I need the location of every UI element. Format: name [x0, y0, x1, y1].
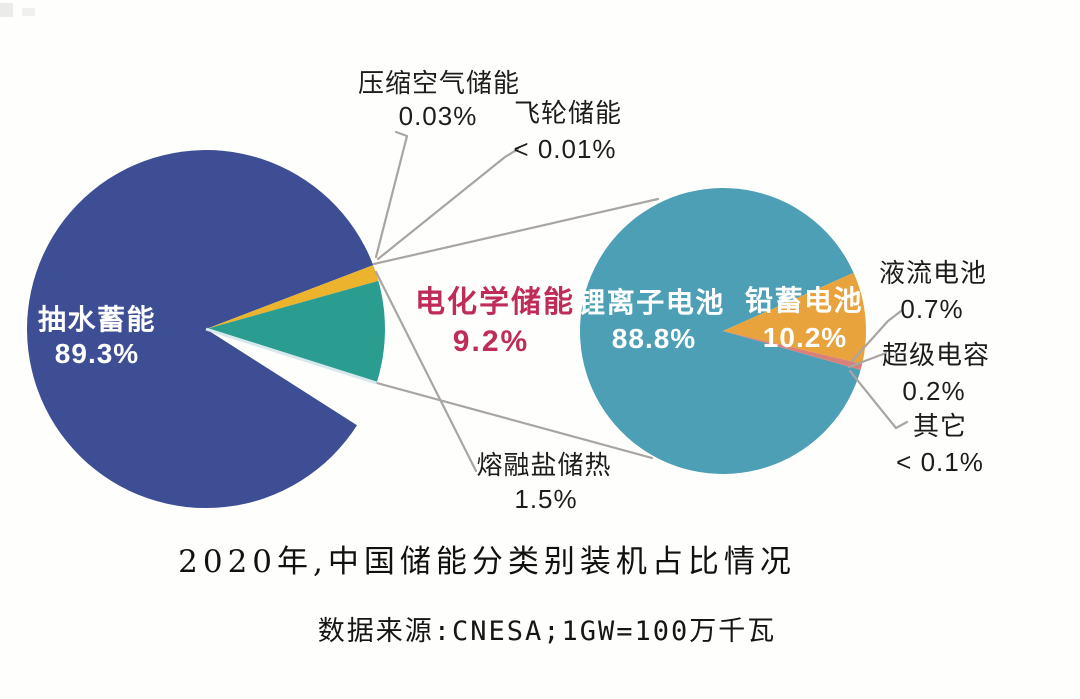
- label-pumped-hydro-pct: 89.3%: [55, 338, 139, 369]
- label-pumped-hydro-name: 抽水蓄能: [38, 304, 156, 335]
- scan-artifact: [22, 8, 35, 16]
- slice-pumped-hydro: [27, 150, 374, 509]
- label-flow-battery-name: 液流电池: [879, 258, 987, 288]
- chart-title: 2020年,中国储能分类别装机占比情况: [178, 544, 796, 580]
- label-other-pct: < 0.1%: [896, 447, 984, 477]
- slice-molten-salt: [206, 265, 379, 329]
- slice-edge-highlight: [205, 327, 378, 385]
- label-molten-salt-name: 熔融盐储热: [476, 450, 611, 480]
- slice-electrochemical: [206, 280, 385, 384]
- scan-artifact: [0, 3, 13, 17]
- label-compressed-air-pct: 0.03%: [399, 101, 478, 131]
- label-li-ion-name: 锂离子电池: [577, 286, 725, 318]
- label-electrochemical-pct: 9.2%: [453, 325, 529, 358]
- detail-pie: [579, 188, 867, 475]
- connector-line-top: [372, 197, 660, 266]
- leader-other: [848, 369, 909, 430]
- label-compressed-air-name: 压缩空气储能: [358, 68, 520, 98]
- label-supercapacitor-pct: 0.2%: [902, 376, 965, 406]
- leader-flywheel: [376, 147, 520, 261]
- label-lead-acid-name: 铅蓄电池: [745, 285, 863, 316]
- leader-compressed-air: [374, 130, 409, 259]
- leader-supercapacitor: [847, 351, 888, 369]
- main-pie: [27, 150, 385, 509]
- label-other-name: 其它: [913, 411, 967, 441]
- pie-connector-lines: [372, 197, 660, 460]
- label-lead-acid-pct: 10.2%: [763, 322, 847, 353]
- chart-source-note: 数据来源:CNESA;1GW=100万千瓦: [318, 616, 777, 647]
- label-flywheel-name: 飞轮储能: [514, 98, 622, 128]
- leader-molten-salt: [374, 270, 478, 473]
- leader-lines: [374, 130, 909, 473]
- slice-li-ion: [579, 188, 861, 475]
- label-electrochemical-name: 电化学储能: [415, 285, 575, 319]
- slice-flow-battery: [723, 331, 863, 370]
- label-li-ion-pct: 88.8%: [612, 323, 696, 354]
- slice-lead-acid: [723, 272, 867, 364]
- label-supercapacitor-name: 超级电容: [882, 340, 990, 370]
- leader-flow-battery: [850, 309, 903, 363]
- label-molten-salt-pct: 1.5%: [514, 484, 577, 514]
- label-flywheel-pct: < 0.01%: [513, 134, 616, 164]
- connector-line-bottom: [375, 381, 654, 460]
- label-flow-battery-pct: 0.7%: [900, 294, 963, 324]
